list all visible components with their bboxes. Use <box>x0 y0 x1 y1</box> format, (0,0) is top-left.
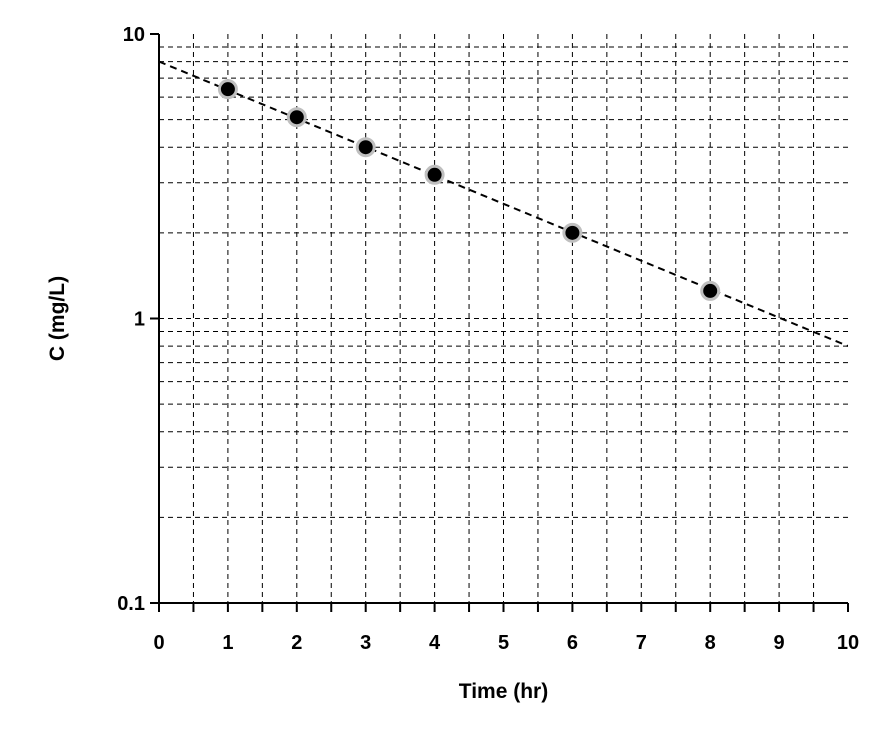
fit-line <box>159 60 848 347</box>
data-points <box>217 79 721 301</box>
x-tick-label: 5 <box>498 632 509 654</box>
x-tick-label: 2 <box>291 632 302 654</box>
tick-labels: 0 1 2 3 4 5 6 7 8 9 10 0.1 1 10 <box>117 24 859 654</box>
x-tick-label: 7 <box>636 632 647 654</box>
y-tick-label: 1 <box>134 309 145 331</box>
y-axis-title: C (mg/L) <box>46 276 69 361</box>
x-tick-label: 9 <box>774 632 785 654</box>
x-tick-label: 6 <box>567 632 578 654</box>
data-point <box>286 107 307 128</box>
y-tick-label: 10 <box>123 24 145 46</box>
data-point <box>355 137 376 158</box>
x-tick-label: 4 <box>429 632 441 654</box>
grid-lines <box>159 34 848 603</box>
y-tick-label: 0.1 <box>117 593 145 615</box>
x-tick-label: 10 <box>837 632 859 654</box>
x-axis-title: Time (hr) <box>459 680 548 703</box>
data-point <box>424 164 445 185</box>
x-tick-label: 1 <box>222 632 233 654</box>
x-tick-label: 0 <box>153 632 164 654</box>
data-point <box>700 280 721 301</box>
data-point <box>562 222 583 243</box>
data-point <box>217 79 238 100</box>
x-tick-label: 8 <box>705 632 716 654</box>
fit-line-group <box>159 60 848 347</box>
x-tick-label: 3 <box>360 632 371 654</box>
axes <box>150 33 849 612</box>
